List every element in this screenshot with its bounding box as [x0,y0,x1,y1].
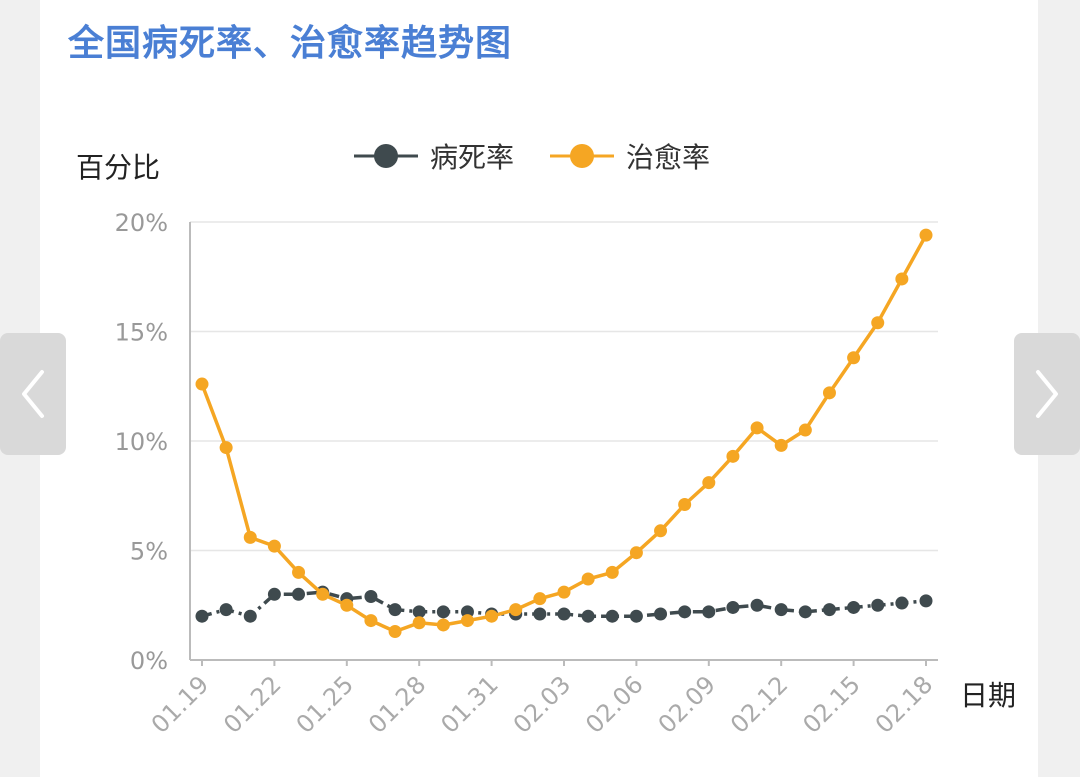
data-point-series-1 [436,618,450,632]
previous-button[interactable] [0,333,66,455]
data-point-series-0 [847,600,861,614]
data-point-series-1 [460,614,474,628]
data-point-series-0 [364,589,378,603]
data-point-series-0 [726,600,740,614]
y-tick-label: 10% [115,428,168,456]
data-point-series-0 [774,603,788,617]
y-axis-label: 百分比 [76,151,161,184]
y-tick-label: 15% [115,319,168,347]
data-point-series-0 [243,609,257,623]
y-tick-label: 5% [130,538,168,566]
x-tick-label: 01.31 [435,670,503,738]
y-tick-label: 20% [115,209,168,237]
data-point-series-0 [219,603,233,617]
data-point-series-1 [822,386,836,400]
x-tick-label: 02.09 [653,670,721,738]
data-point-series-0 [557,607,571,621]
x-axis-label: 日期 [960,679,1017,712]
data-point-series-0 [581,609,595,623]
chart-title: 全国病死率、治愈率趋势图 [68,23,513,64]
x-tick-label: 01.19 [146,670,214,738]
data-point-series-0 [702,605,716,619]
series-line-1 [200,234,928,634]
data-point-series-0 [436,605,450,619]
data-point-series-1 [678,498,692,512]
x-tick-label: 02.12 [725,670,793,738]
legend-label-death-rate: 病死率 [430,141,515,174]
data-point-series-1 [702,476,716,490]
data-point-series-1 [629,546,643,560]
data-point-series-0 [605,609,619,623]
data-point-series-0 [388,603,402,617]
x-tick-label: 01.22 [218,670,286,738]
data-point-series-0 [267,587,281,601]
legend-marker-recovery-rate-icon [550,144,615,168]
data-point-series-0 [533,607,547,621]
data-point-series-1 [847,351,861,365]
data-point-series-1 [485,609,499,623]
data-point-series-1 [533,592,547,606]
data-point-series-1 [243,530,257,544]
data-point-series-1 [605,565,619,579]
x-tick-label: 02.06 [580,670,648,738]
legend[interactable]: 病死率 治愈率 [352,136,744,176]
data-point-series-0 [195,609,209,623]
data-point-series-1 [557,585,571,599]
data-point-series-1 [509,603,523,617]
data-point-series-0 [292,587,306,601]
legend-marker-death-rate-icon [354,144,418,168]
x-tick-label: 02.03 [508,670,576,738]
data-point-series-0 [919,594,933,608]
data-point-series-1 [364,614,378,628]
data-point-series-0 [654,607,668,621]
data-point-series-1 [750,421,764,435]
data-point-series-1 [219,441,233,455]
data-point-series-0 [629,609,643,623]
legend-label-recovery-rate: 治愈率 [626,141,711,174]
data-point-series-1 [919,228,933,242]
x-tick-label: 01.25 [291,670,359,738]
y-tick-label: 0% [130,647,168,675]
chevron-right-icon [1036,370,1058,418]
data-point-series-1 [774,438,788,452]
data-point-series-0 [750,598,764,612]
next-button[interactable] [1014,333,1080,455]
data-point-series-1 [195,377,209,391]
data-point-series-1 [581,572,595,586]
data-point-series-1 [292,565,306,579]
data-point-series-0 [798,605,812,619]
legend-item-recovery-rate[interactable]: 治愈率 [548,136,710,176]
x-tick-label: 02.15 [797,670,865,738]
x-tick-label: 02.18 [870,670,938,738]
x-tick-label: 01.28 [363,670,431,738]
data-point-series-1 [895,272,909,286]
data-point-series-1 [316,587,330,601]
data-point-series-1 [871,316,885,330]
data-point-series-1 [388,625,402,639]
chevron-left-icon [22,370,44,418]
data-point-series-0 [822,603,836,617]
legend-item-death-rate[interactable]: 病死率 [352,136,514,176]
data-point-series-0 [871,598,885,612]
data-point-series-1 [726,449,740,463]
data-point-series-1 [654,524,668,538]
data-point-series-1 [267,539,281,553]
data-point-series-0 [678,605,692,619]
data-point-series-1 [798,423,812,437]
data-point-series-0 [412,605,426,619]
data-point-series-0 [895,596,909,610]
data-point-series-1 [412,616,426,630]
data-point-series-1 [340,598,354,612]
